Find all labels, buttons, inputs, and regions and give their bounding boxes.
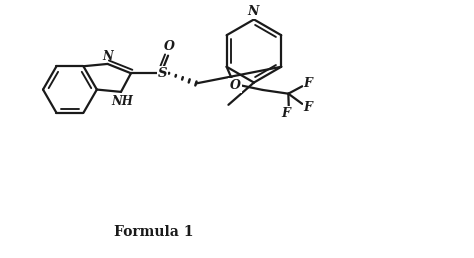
Text: O: O <box>229 79 240 92</box>
Text: N: N <box>247 5 259 18</box>
Text: N: N <box>103 50 113 62</box>
Text: S: S <box>158 67 167 80</box>
Text: Formula 1: Formula 1 <box>114 225 193 239</box>
Text: F: F <box>303 101 312 114</box>
Text: O: O <box>164 40 175 53</box>
Text: F: F <box>303 77 312 90</box>
Text: NH: NH <box>111 95 133 108</box>
Text: F: F <box>282 107 291 120</box>
